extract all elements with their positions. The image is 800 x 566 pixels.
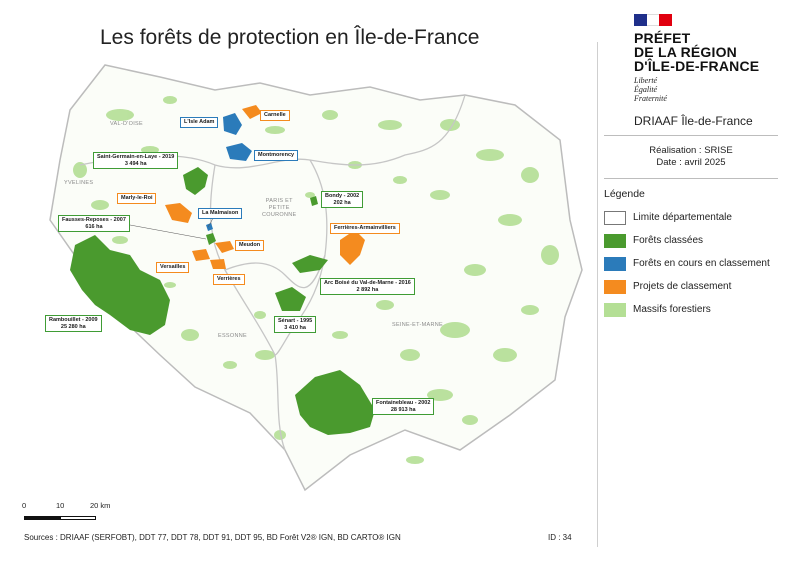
legend-swatch <box>604 302 626 317</box>
forest-bondy-shape <box>310 196 318 206</box>
callout-montmorency: Montmorency <box>254 150 299 161</box>
callout-fontainebleau: Fontainebleau - 2002 28 913 ha <box>372 398 435 415</box>
divider <box>604 178 778 179</box>
map-title: Les forêts de protection en Île-de-Franc… <box>100 26 480 49</box>
scale-label: 10 <box>56 501 65 510</box>
legend-item-department-limit: Limite départementale <box>604 206 794 229</box>
scale-bar: 0 10 20 km <box>22 501 122 523</box>
callout-versailles: Versailles <box>156 262 190 273</box>
republic-motto: Liberté Égalité Fraternité <box>634 76 667 103</box>
legend-item-projects: Projets de classement <box>604 275 794 298</box>
legend-item-in-progress: Forêts en cours en classement <box>604 252 794 275</box>
divider <box>604 135 778 136</box>
forest-lisle-adam-shape <box>223 113 242 135</box>
scale-segment <box>24 516 60 520</box>
forest-versailles-shape <box>192 249 210 261</box>
region-map <box>49 64 583 492</box>
forest-arc-boise-shape <box>292 255 328 273</box>
legend-title: Légende <box>604 188 645 200</box>
forest-saint-germain-shape <box>183 167 208 195</box>
forest-malmaison-shape <box>206 223 213 231</box>
sources: Sources : DRIAAF (SERFOBT), DDT 77, DDT … <box>24 533 401 542</box>
republic-flag-icon <box>634 14 673 26</box>
scale-segment <box>60 516 96 520</box>
callout-lisle-adam: L'Isle Adam <box>180 117 219 128</box>
forest-marly-shape <box>165 203 192 223</box>
forest-meudon-shape <box>215 241 234 253</box>
map-id: ID : 34 <box>548 533 572 542</box>
credits: Réalisation : SRISE Date : avril 2025 <box>649 145 733 168</box>
callout-fausses-reposes: Fausses-Reposes - 2007 616 ha <box>58 215 130 232</box>
dept-label-essonne: ESSONNE <box>218 333 247 339</box>
forest-ferrieres-shape <box>340 230 365 265</box>
callout-meudon: Meudon <box>235 240 265 251</box>
legend-swatch <box>604 210 626 225</box>
legend-item-massifs: Massifs forestiers <box>604 298 794 321</box>
scale-label: 0 <box>22 501 27 510</box>
callout-ferrieres: Ferrières-Armainvilliers <box>330 223 400 234</box>
callout-saint-germain: Saint-Germain-en-Laye - 2019 3 494 ha <box>93 152 179 169</box>
callout-marly: Marly-le-Roi <box>117 193 157 204</box>
callout-senart: Sénart - 1995 3 410 ha <box>274 316 317 333</box>
sidebar-divider <box>597 42 598 547</box>
dept-label-yvelines: YVELINES <box>64 180 94 186</box>
callout-malmaison: La Malmaison <box>198 208 243 219</box>
map-panel <box>10 55 590 495</box>
dept-label-paris: PARIS ET PETITE COURONNE <box>262 198 297 218</box>
legend-swatch <box>604 233 626 248</box>
callout-rambouillet: Rambouillet - 2009 25 280 ha <box>45 315 102 332</box>
legend-swatch <box>604 256 626 271</box>
dept-label-seine-et-marne: SEINE-ET-MARNE <box>392 322 443 328</box>
forest-rambouillet-shape <box>70 235 170 335</box>
scale-label: 20 km <box>90 501 111 510</box>
callout-arc-boise: Arc Boisé du Val-de-Marne - 2016 2 892 h… <box>320 278 415 295</box>
forest-fontainebleau-shape <box>295 370 375 435</box>
forest-carnelle-shape <box>242 105 262 119</box>
prefet-title: PRÉFET DE LA RÉGION D'ÎLE-DE-FRANCE <box>634 30 760 74</box>
callout-carnelle: Carnelle <box>260 110 290 121</box>
callout-verrieres: Verrières <box>213 274 245 285</box>
legend: Légende Limite départementale Forêts cla… <box>604 188 794 321</box>
forest-senart-shape <box>275 287 306 311</box>
legend-swatch <box>604 279 626 294</box>
legend-item-classified: Forêts classées <box>604 229 794 252</box>
forest-fausses-reposes-shape <box>206 233 216 245</box>
forest-verrieres-shape <box>210 259 226 269</box>
forest-montmorency-shape <box>226 143 252 161</box>
org-name: DRIAAF Île-de-France <box>634 114 753 128</box>
dept-label-val-doise: VAL-D'OISE <box>110 121 143 127</box>
callout-bondy: Bondy - 2002 202 ha <box>321 191 364 208</box>
